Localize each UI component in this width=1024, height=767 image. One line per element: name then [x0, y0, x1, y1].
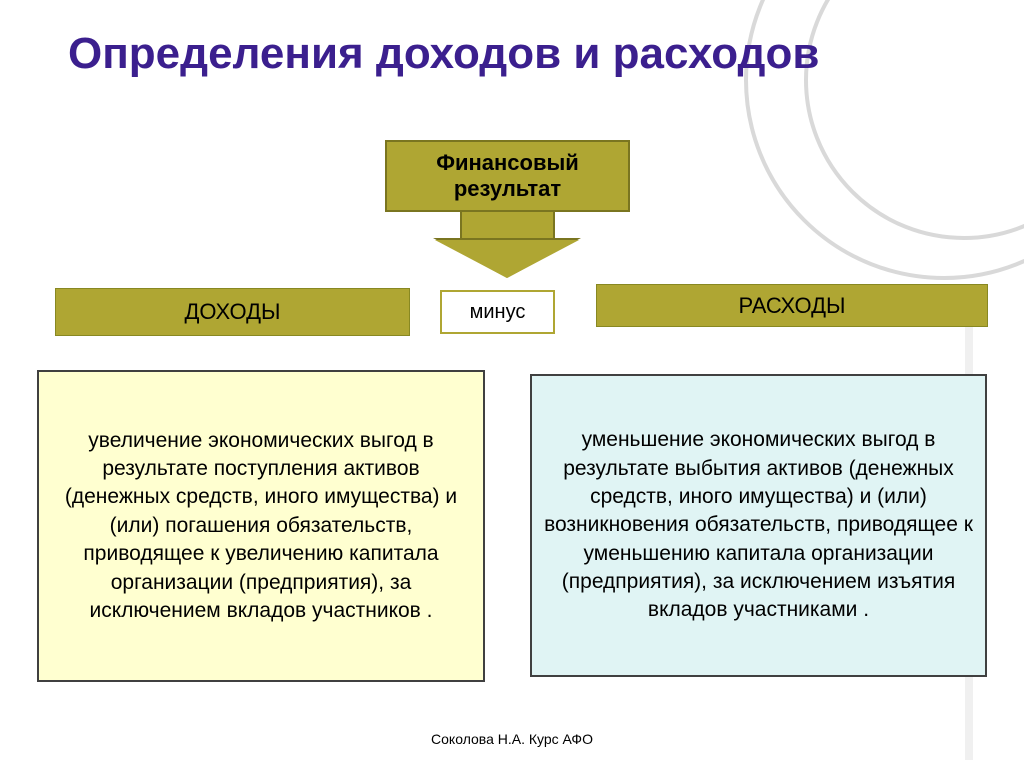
income-label: ДОХОДЫ: [55, 288, 410, 336]
income-definition-box: увеличение экономических выгод в результ…: [37, 370, 485, 682]
financial-result-box: Финансовый результат: [385, 140, 630, 212]
expense-label: РАСХОДЫ: [596, 284, 988, 327]
expense-definition-box: уменьшение экономических выгод в результ…: [530, 374, 987, 677]
footer-text: Соколова Н.А. Курс АФО: [0, 731, 1024, 747]
minus-label: минус: [440, 290, 555, 334]
arrow-head: [435, 240, 579, 278]
slide-title: Определения доходов и расходов: [68, 28, 819, 81]
arrow-down-icon: [385, 212, 630, 277]
